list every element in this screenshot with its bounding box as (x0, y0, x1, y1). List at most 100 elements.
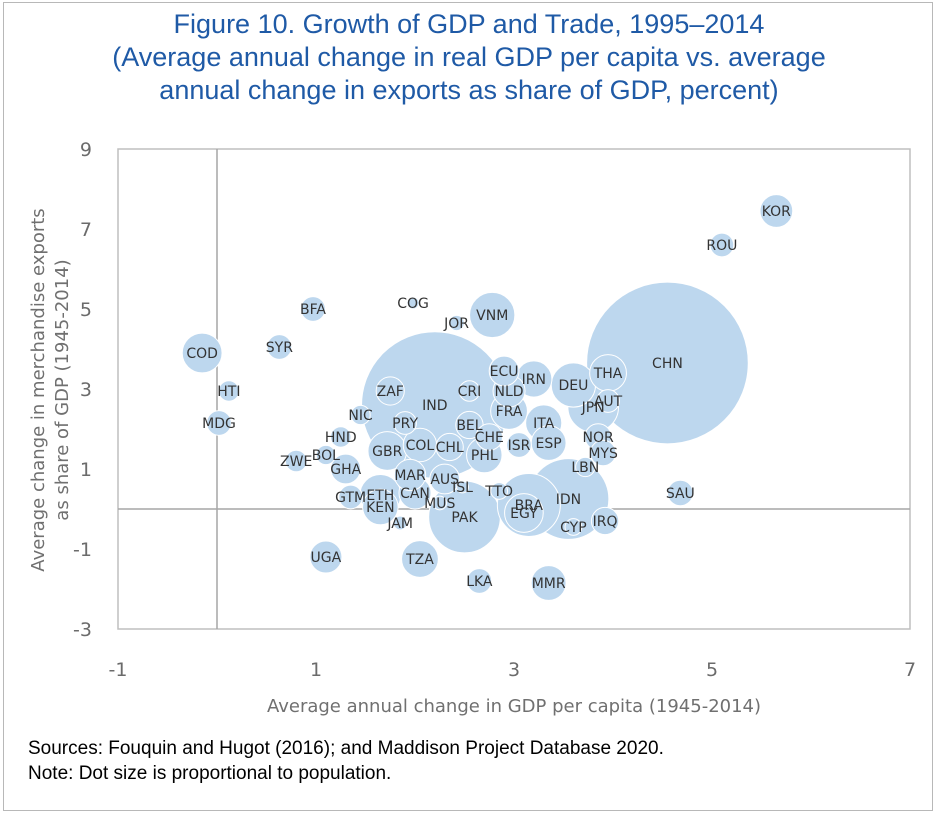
label-bra: BRA (515, 498, 544, 514)
label-hti: HTI (217, 384, 240, 400)
label-chn: CHN (652, 356, 683, 372)
bubble-aut (596, 389, 620, 413)
bubble-bfa (300, 296, 326, 322)
label-esp: ESP (536, 436, 562, 452)
x-tick-label: 1 (310, 659, 322, 681)
label-kor: KOR (762, 204, 791, 220)
label-bol: BOL (312, 448, 340, 464)
y-tick-labels: 9 7 5 3 1 -1 -3 (73, 139, 92, 641)
label-bfa: BFA (300, 302, 326, 318)
label-jpn: JPN (581, 400, 605, 416)
label-egy: EGY (510, 506, 538, 522)
x-tick-label: 3 (508, 659, 520, 681)
bubble-vnm (469, 291, 516, 339)
bubble-nic (350, 404, 371, 426)
y-tick-label: -3 (73, 619, 92, 641)
bubble-cyp (564, 518, 583, 536)
label-can: CAN (400, 486, 430, 502)
bubble-chl (435, 432, 464, 462)
bubble-zaf (375, 376, 405, 406)
label-cri: CRI (458, 384, 482, 400)
label-uga: UGA (311, 550, 342, 566)
label-gha: GHA (330, 462, 361, 478)
label-hnd: HND (325, 430, 357, 446)
label-cyp: CYP (560, 520, 587, 536)
bubble-isl (456, 480, 469, 494)
label-nld: NLD (495, 384, 524, 400)
label-ind: IND (422, 398, 447, 414)
bubble-pry (393, 411, 417, 435)
y-tick-label: 7 (80, 219, 92, 241)
bubble-gha (330, 453, 362, 485)
label-cog: COG (397, 296, 429, 312)
y-axis-label-line-1: Average change in merchandise exports (28, 208, 49, 571)
label-aut: AUT (594, 394, 623, 410)
bubble-irq (590, 506, 620, 536)
label-tha: THA (593, 366, 623, 382)
label-ita: ITA (533, 416, 555, 432)
label-irq: IRQ (593, 514, 618, 530)
bubble-hnd (330, 426, 352, 448)
bubble-ken (362, 488, 399, 526)
bubble-mus (432, 495, 448, 511)
bubble-mar (393, 458, 427, 492)
bubble-cod (181, 332, 223, 374)
label-col: COL (406, 438, 435, 454)
label-mus: MUS (424, 496, 455, 512)
bubble-chn (586, 281, 749, 445)
x-tick-label: 7 (904, 659, 916, 681)
bubble-aus (429, 463, 461, 495)
bubble-mmr (530, 565, 567, 601)
bubble-gtm (338, 484, 363, 510)
label-mmr: MMR (532, 576, 566, 592)
label-zwe: ZWE (280, 454, 312, 470)
label-nor: NOR (583, 430, 614, 446)
label-cod: COD (186, 346, 218, 362)
chart-footer: Sources: Fouquin and Hugot (2016); and M… (28, 736, 664, 786)
bubble-che (475, 423, 503, 451)
bubble-mdg (206, 410, 232, 436)
bubble-uga (309, 540, 343, 574)
bubble-cog (406, 296, 420, 310)
bubble-lka (466, 568, 493, 594)
label-irn: IRN (522, 372, 546, 388)
label-tza: TZA (405, 552, 434, 568)
y-tick-label: 9 (80, 139, 92, 161)
label-che: CHE (475, 430, 504, 446)
y-tick-label: 3 (80, 379, 92, 401)
label-mar: MAR (394, 468, 426, 484)
label-layer: KORROUCHNTHAAUTJPNDEUNORMYSLBNSAUIDNBRAE… (186, 204, 791, 592)
label-isl: ISL (452, 480, 473, 496)
y-tick-label: 5 (80, 299, 92, 321)
x-tick-labels: -1 1 3 5 7 (109, 659, 917, 681)
label-deu: DEU (558, 378, 588, 394)
label-pry: PRY (392, 416, 418, 432)
label-chl: CHL (436, 440, 464, 456)
bubble-jam (392, 515, 408, 531)
label-sau: SAU (666, 486, 695, 502)
bubble-isr (506, 432, 532, 458)
bubble-rou (709, 232, 735, 258)
label-ecu: ECU (490, 364, 519, 380)
label-isr: ISR (508, 438, 531, 454)
label-rou: ROU (706, 238, 737, 254)
label-lka: LKA (466, 574, 493, 590)
title-line-1: Figure 10. Growth of GDP and Trade, 1995… (173, 9, 765, 39)
bubble-kor (759, 194, 794, 228)
y-tick-label: 1 (80, 459, 92, 481)
bubble-layer (181, 194, 794, 601)
label-tto: TTO (484, 484, 513, 500)
label-aus: AUS (430, 472, 459, 488)
label-jor: JOR (443, 316, 469, 332)
label-gbr: GBR (372, 444, 402, 460)
bubble-tza (401, 540, 439, 578)
bubble-lbn (575, 456, 596, 478)
x-tick-label: 5 (706, 659, 718, 681)
label-bel: BEL (456, 418, 482, 434)
bubble-syr (266, 334, 293, 360)
bubble-egy (504, 493, 544, 533)
label-gtm: GTM (335, 490, 366, 506)
bubble-ecu (488, 355, 520, 387)
label-mdg: MDG (202, 416, 236, 432)
